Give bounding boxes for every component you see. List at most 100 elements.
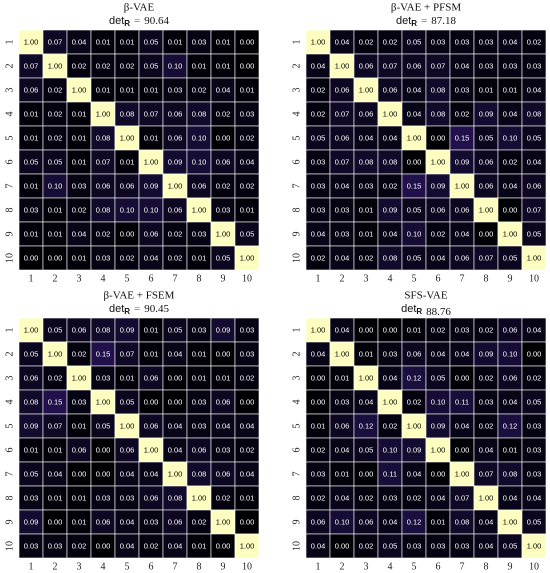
x-tick-label: 4 <box>101 273 106 284</box>
x-tick-label: 1 <box>316 273 321 284</box>
heatmap-cell <box>377 341 403 367</box>
heatmap-cell <box>138 125 164 151</box>
cell-label: 0.01 <box>431 517 446 526</box>
cell-label: 0.06 <box>168 517 183 526</box>
cell-label: 0.04 <box>503 37 518 46</box>
cell-label: 1.00 <box>455 469 470 478</box>
x-tick-label: 6 <box>149 273 154 284</box>
heatmap-cell <box>42 389 68 415</box>
heatmap-cell <box>473 341 499 367</box>
heatmap-cell <box>329 53 355 79</box>
cell-label: 1.00 <box>24 37 39 46</box>
heatmap-cell <box>210 221 236 247</box>
y-tick-label: 5 <box>291 136 302 141</box>
x-tick-label: 9 <box>508 273 513 284</box>
metric-label: det <box>401 303 416 315</box>
cell-label: 1.00 <box>96 397 111 406</box>
cell-label: 0.05 <box>527 397 542 406</box>
cell-label: 0.04 <box>168 541 183 550</box>
cell-label: 0.03 <box>311 205 326 214</box>
cell-label: 0.04 <box>72 229 87 238</box>
heatmap-cell <box>210 125 236 151</box>
cell-label: 0.01 <box>48 493 63 502</box>
cell-label: 0.02 <box>192 517 207 526</box>
cell-label: 0.00 <box>311 397 326 406</box>
cell-label: 0.05 <box>527 229 542 238</box>
cell-label: 0.06 <box>455 253 470 262</box>
cell-label: 0.06 <box>192 445 207 454</box>
cell-label: 0.04 <box>455 349 470 358</box>
heatmap-cell <box>138 461 164 487</box>
heatmap-cell <box>186 317 212 343</box>
cell-label: 0.03 <box>527 445 542 454</box>
heatmap-cell <box>234 413 260 439</box>
cell-label: 0.06 <box>335 85 350 94</box>
cell-label: 0.02 <box>359 541 374 550</box>
cell-label: 0.04 <box>335 493 350 502</box>
heatmap-cell <box>329 29 355 55</box>
heatmap-cell <box>449 125 475 151</box>
heatmap-cell <box>210 77 236 103</box>
cell-label: 1.00 <box>72 85 87 94</box>
y-tick-label: 7 <box>291 472 302 477</box>
cell-label: 0.00 <box>383 325 398 334</box>
heatmap-cell <box>473 173 499 199</box>
cell-label: 0.06 <box>144 229 159 238</box>
heatmap-cell <box>425 53 451 79</box>
y-tick-label: 5 <box>4 136 15 141</box>
heatmap-cell <box>186 365 212 391</box>
heatmap-cell <box>401 389 427 415</box>
heatmap-cell <box>42 77 68 103</box>
metric: detR = 87.18 <box>396 15 457 29</box>
heatmap-cell <box>425 389 451 415</box>
cell-label: 0.03 <box>335 229 350 238</box>
heatmap-cell <box>305 461 331 487</box>
heatmap-cell <box>449 437 475 463</box>
cell-label: 1.00 <box>527 253 542 262</box>
cell-label: 0.01 <box>72 109 87 118</box>
cell-label: 0.06 <box>96 517 111 526</box>
heatmap-cell <box>449 509 475 535</box>
cell-label: 0.00 <box>48 253 63 262</box>
heatmap-cell <box>305 101 331 127</box>
cell-label: 0.05 <box>120 397 135 406</box>
cell-label: 0.04 <box>479 445 494 454</box>
heatmap-cell <box>138 173 164 199</box>
cell-label: 0.07 <box>479 253 494 262</box>
cell-label: 0.05 <box>240 229 255 238</box>
cell-label: 0.01 <box>120 157 135 166</box>
x-tick-label: 1 <box>29 561 34 572</box>
cell-label: 0.03 <box>144 517 159 526</box>
cell-label: 0.03 <box>335 205 350 214</box>
cell-label: 0.03 <box>455 37 470 46</box>
cell-label: 1.00 <box>503 229 518 238</box>
heatmap-cell <box>329 437 355 463</box>
y-tick-label: 10 <box>291 541 302 551</box>
heatmap-cell <box>114 485 140 511</box>
heatmap-cell <box>497 221 523 247</box>
cell-label: 0.12 <box>407 373 422 382</box>
cell-label: 0.01 <box>24 133 39 142</box>
cell-label: 0.01 <box>240 205 255 214</box>
cell-label: 0.01 <box>120 373 135 382</box>
heatmap-cell <box>521 53 547 79</box>
cell-label: 0.01 <box>407 325 422 334</box>
heatmap-cell <box>114 461 140 487</box>
heatmap-cell <box>42 221 68 247</box>
cell-label: 0.02 <box>479 373 494 382</box>
cell-label: 0.06 <box>72 325 87 334</box>
cell-label: 0.00 <box>527 349 542 358</box>
cell-label: 0.05 <box>216 253 231 262</box>
cell-label: 0.05 <box>144 37 159 46</box>
heatmap-cell <box>186 125 212 151</box>
cell-label: 1.00 <box>240 253 255 262</box>
heatmap-cell <box>449 365 475 391</box>
cell-label: 0.01 <box>24 181 39 190</box>
heatmap-cell <box>90 341 116 367</box>
heatmap-cell <box>353 365 379 391</box>
y-tick-label: 7 <box>291 184 302 189</box>
cell-label: 0.15 <box>455 133 470 142</box>
cell-label: 0.00 <box>407 157 422 166</box>
cell-label: 0.04 <box>144 253 159 262</box>
cell-label: 0.02 <box>527 373 542 382</box>
